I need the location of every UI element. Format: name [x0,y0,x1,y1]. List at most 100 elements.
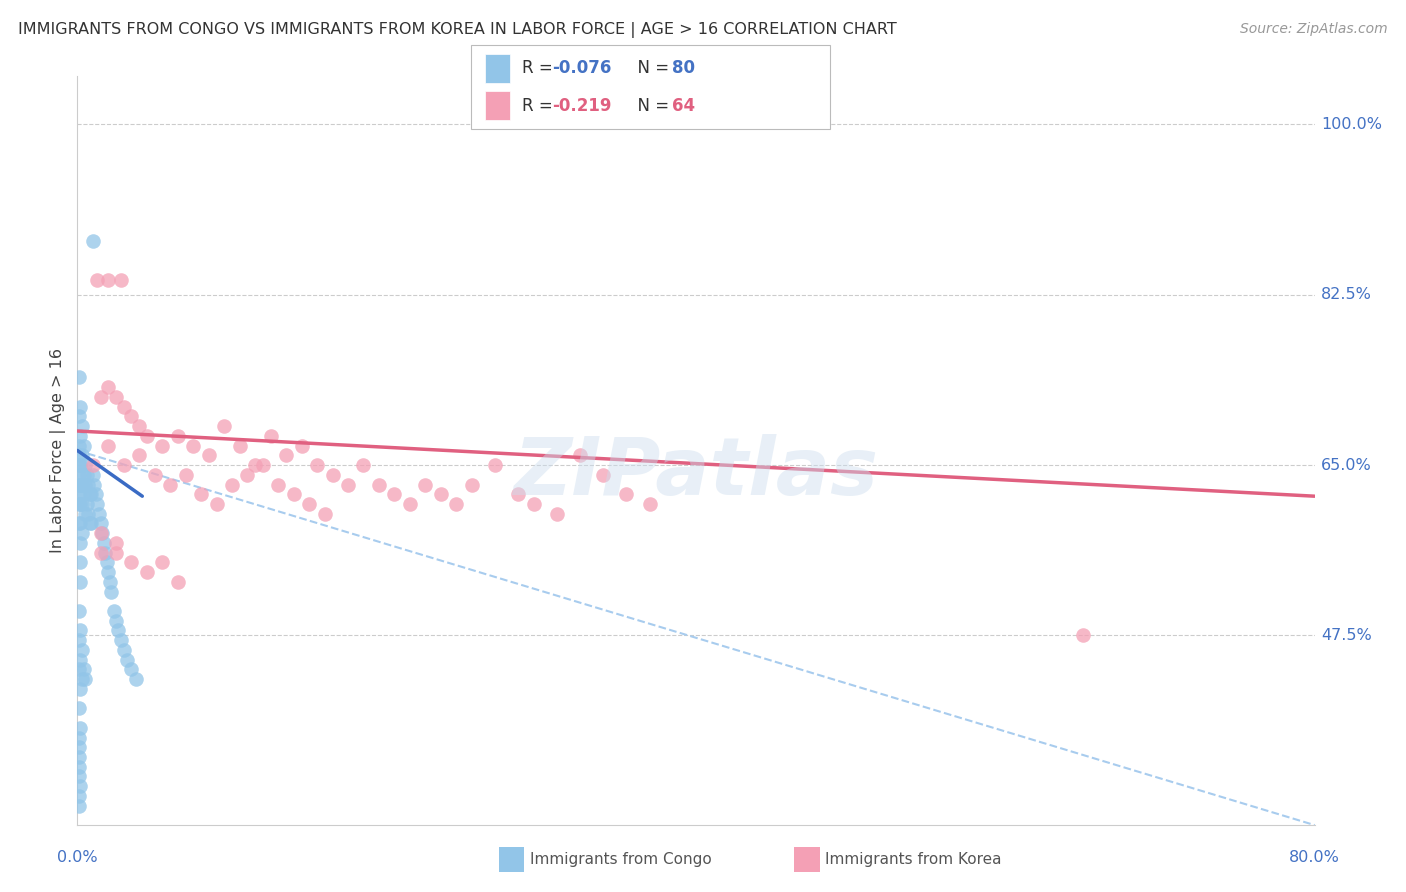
Point [546,507,568,521]
Point [461,477,484,491]
Point [69,497,91,511]
Point [121,555,143,569]
Point [69,574,91,589]
Point [159,477,181,491]
Point [90,546,111,560]
Point [110,273,132,287]
Point [67,409,90,424]
Point [112,400,135,414]
Point [97,565,120,579]
Point [67,477,90,491]
Text: IMMIGRANTS FROM CONGO VS IMMIGRANTS FROM KOREA IN LABOR FORCE | AGE > 16 CORRELA: IMMIGRANTS FROM CONGO VS IMMIGRANTS FROM… [18,22,897,38]
Text: Immigrants from Congo: Immigrants from Congo [530,853,711,867]
Text: 82.5%: 82.5% [1320,287,1372,302]
Point [267,477,290,491]
Point [82,458,104,472]
Point [69,624,91,638]
Point [67,516,90,531]
Point [70,477,93,491]
Point [103,604,125,618]
Point [90,516,111,531]
Point [183,439,205,453]
Point [91,526,114,541]
Point [67,458,90,472]
Point [283,487,305,501]
Point [236,467,259,482]
Point [67,497,90,511]
Point [67,750,90,764]
Point [67,662,90,676]
Point [368,477,391,491]
Point [128,448,150,462]
Point [75,507,96,521]
Point [569,448,592,462]
Text: -0.076: -0.076 [553,60,612,78]
Point [93,536,115,550]
Point [82,467,104,482]
Point [75,672,96,686]
Point [70,643,93,657]
Point [67,370,90,384]
Point [638,497,661,511]
Point [205,497,228,511]
Point [97,439,120,453]
Point [430,487,453,501]
Point [198,448,221,462]
Point [105,390,127,404]
Point [616,487,638,501]
Point [80,516,103,531]
Point [90,526,111,541]
Point [105,536,127,550]
Point [67,448,90,462]
Point [382,487,406,501]
Text: 0.0%: 0.0% [58,850,97,865]
Point [174,467,197,482]
Point [67,760,90,774]
Text: Source: ZipAtlas.com: Source: ZipAtlas.com [1240,22,1388,37]
Point [143,467,166,482]
Text: 100.0%: 100.0% [1320,117,1382,132]
Point [69,516,91,531]
Point [90,390,111,404]
Point [136,429,159,443]
Text: N =: N = [627,96,675,114]
Point [69,400,91,414]
Point [97,273,120,287]
Point [82,234,104,248]
Point [112,643,135,657]
Point [105,614,127,628]
Text: 47.5%: 47.5% [1320,628,1371,643]
Point [67,701,90,715]
Point [100,584,122,599]
Point [76,497,98,511]
Text: 80: 80 [672,60,695,78]
Point [72,467,94,482]
Point [69,653,91,667]
Point [190,487,212,501]
Point [98,574,121,589]
Point [83,477,105,491]
Point [77,507,100,521]
Point [94,546,117,560]
Text: N =: N = [627,60,675,78]
Point [121,662,143,676]
Point [352,458,374,472]
Point [105,546,127,560]
Point [446,497,468,511]
Y-axis label: In Labor Force | Age > 16: In Labor Force | Age > 16 [51,348,66,553]
Point [314,507,336,521]
Point [69,536,91,550]
Point [214,419,236,434]
Point [115,653,138,667]
Point [221,477,243,491]
Point [69,429,91,443]
Point [307,458,329,472]
Point [128,419,150,434]
Point [125,672,148,686]
Point [76,467,98,482]
Point [67,769,90,783]
Point [87,507,110,521]
Point [291,439,314,453]
Point [69,721,91,735]
Point [70,497,93,511]
